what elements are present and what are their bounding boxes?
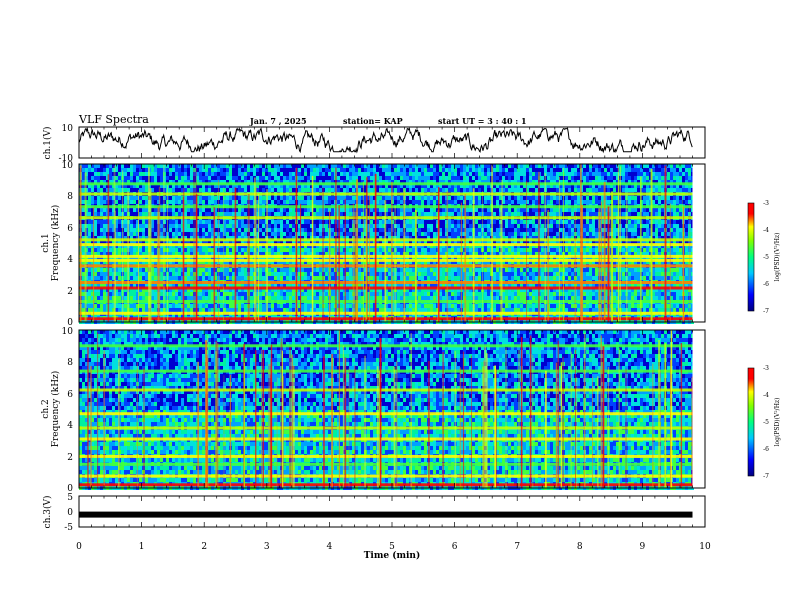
ch1-freq-tick-8: 8 [67, 192, 73, 202]
ch1-spectrogram-ylabel: ch.1 [41, 233, 51, 252]
ch2-cbar-tick-m3: -3 [763, 365, 769, 372]
ch1-cbar-tick-m6: -6 [763, 281, 769, 288]
ch1-freq-tick-10: 10 [62, 161, 74, 171]
x-tick-1: 1 [139, 542, 145, 552]
ch3-ytick-5: 5 [67, 493, 73, 503]
ch1-spectrogram-ticks [78, 164, 706, 322]
ch3-panel: 5 0 -5 ch.3(V) [42, 493, 706, 533]
ch2-spectrogram-ylabel-freq: Frequency (kHz) [50, 371, 61, 448]
x-axis-label: Time (min) [364, 550, 421, 561]
ch2-colorbar: -3 -4 -5 -6 -7 log(PSD)(V²/Hz) [747, 365, 781, 480]
ch1-freq-tick-0: 0 [67, 318, 73, 328]
ch2-cbar-tick-m7: -7 [763, 473, 769, 480]
ch1-spectrogram-ylabel-freq: Frequency (kHz) [50, 205, 61, 282]
ch1-cbar-tick-m3: -3 [763, 200, 769, 207]
ch1-freq-tick-6: 6 [67, 224, 73, 234]
ch1-ytick-bottom: -10 [59, 154, 74, 164]
ch2-spectrogram-panel: 0 2 4 6 8 10 ch.2 Frequency (kHz) [41, 327, 706, 494]
date-label: Jan. 7 , 2025 [250, 116, 307, 126]
ch2-freq-tick-6: 6 [67, 390, 73, 400]
ch1-waveform-frame [78, 126, 706, 159]
ch3-frame [78, 495, 706, 528]
ch1-waveform-ticks [78, 127, 706, 158]
ch3-ytick-0: 0 [67, 508, 73, 518]
ch1-freq-tick-4: 4 [67, 255, 73, 265]
x-tick-9: 9 [640, 542, 646, 552]
ch2-spectrogram-ticks [78, 330, 706, 488]
ch2-freq-tick-0: 0 [67, 484, 73, 494]
ch1-cbar-tick-m7: -7 [763, 308, 769, 315]
ch1-colorbar: -3 -4 -5 -6 -7 log(PSD)(V²/Hz) [747, 200, 781, 315]
ch1-waveform-panel: 10 -10 ch.1(V) [42, 124, 706, 164]
ch3-ylabel: ch.3(V) [42, 496, 53, 529]
ch1-spectrogram-image [79, 164, 705, 324]
ch2-spectrogram-image [79, 330, 705, 490]
x-axis: 0 1 2 3 4 5 6 7 8 9 10 Time (min) [76, 542, 711, 561]
ch2-spectrogram-ylabel: ch.2 [41, 399, 51, 418]
x-tick-4: 4 [327, 542, 333, 552]
ch3-ytick-m5: -5 [64, 523, 73, 533]
ch2-cbar-tick-m4: -4 [763, 392, 769, 399]
ch1-freq-tick-2: 2 [67, 287, 73, 297]
x-tick-2: 2 [201, 542, 207, 552]
ch2-cbar-tick-m5: -5 [763, 419, 769, 426]
x-tick-7: 7 [514, 542, 520, 552]
x-tick-8: 8 [577, 542, 583, 552]
x-tick-10: 10 [699, 542, 711, 552]
ch1-ytick-top: 10 [62, 124, 74, 134]
x-tick-6: 6 [452, 542, 458, 552]
ch1-colorbar-gradient [747, 202, 755, 312]
x-tick-5: 5 [389, 542, 395, 552]
ch1-waveform-ylabel: ch.1(V) [42, 127, 53, 160]
x-tick-3: 3 [264, 542, 270, 552]
ch2-freq-tick-8: 8 [67, 358, 73, 368]
ch2-colorbar-gradient [747, 367, 755, 477]
x-tick-0: 0 [76, 542, 82, 552]
ch2-cbar-tick-m6: -6 [763, 446, 769, 453]
ch2-freq-tick-2: 2 [67, 453, 73, 463]
ch2-colorbar-label: log(PSD)(V²/Hz) [774, 398, 781, 447]
ch3-trace-line [79, 511, 693, 518]
station-label: station= KAP [343, 116, 403, 126]
ch1-spectrogram-panel: 0 2 4 6 8 10 ch.1 Frequency (kHz) [41, 161, 706, 328]
ch1-cbar-tick-m4: -4 [763, 227, 769, 234]
start-time-label: start UT = 3 : 40 : 1 [438, 116, 527, 126]
ch1-cbar-tick-m5: -5 [763, 254, 769, 261]
ch2-freq-tick-4: 4 [67, 421, 73, 431]
ch2-freq-tick-10: 10 [62, 327, 74, 337]
ch1-colorbar-label: log(PSD)(V²/Hz) [774, 233, 781, 282]
figure-title: VLF Spectra [79, 113, 149, 126]
ch1-waveform-line [78, 127, 693, 154]
ch3-ticks [78, 496, 706, 527]
